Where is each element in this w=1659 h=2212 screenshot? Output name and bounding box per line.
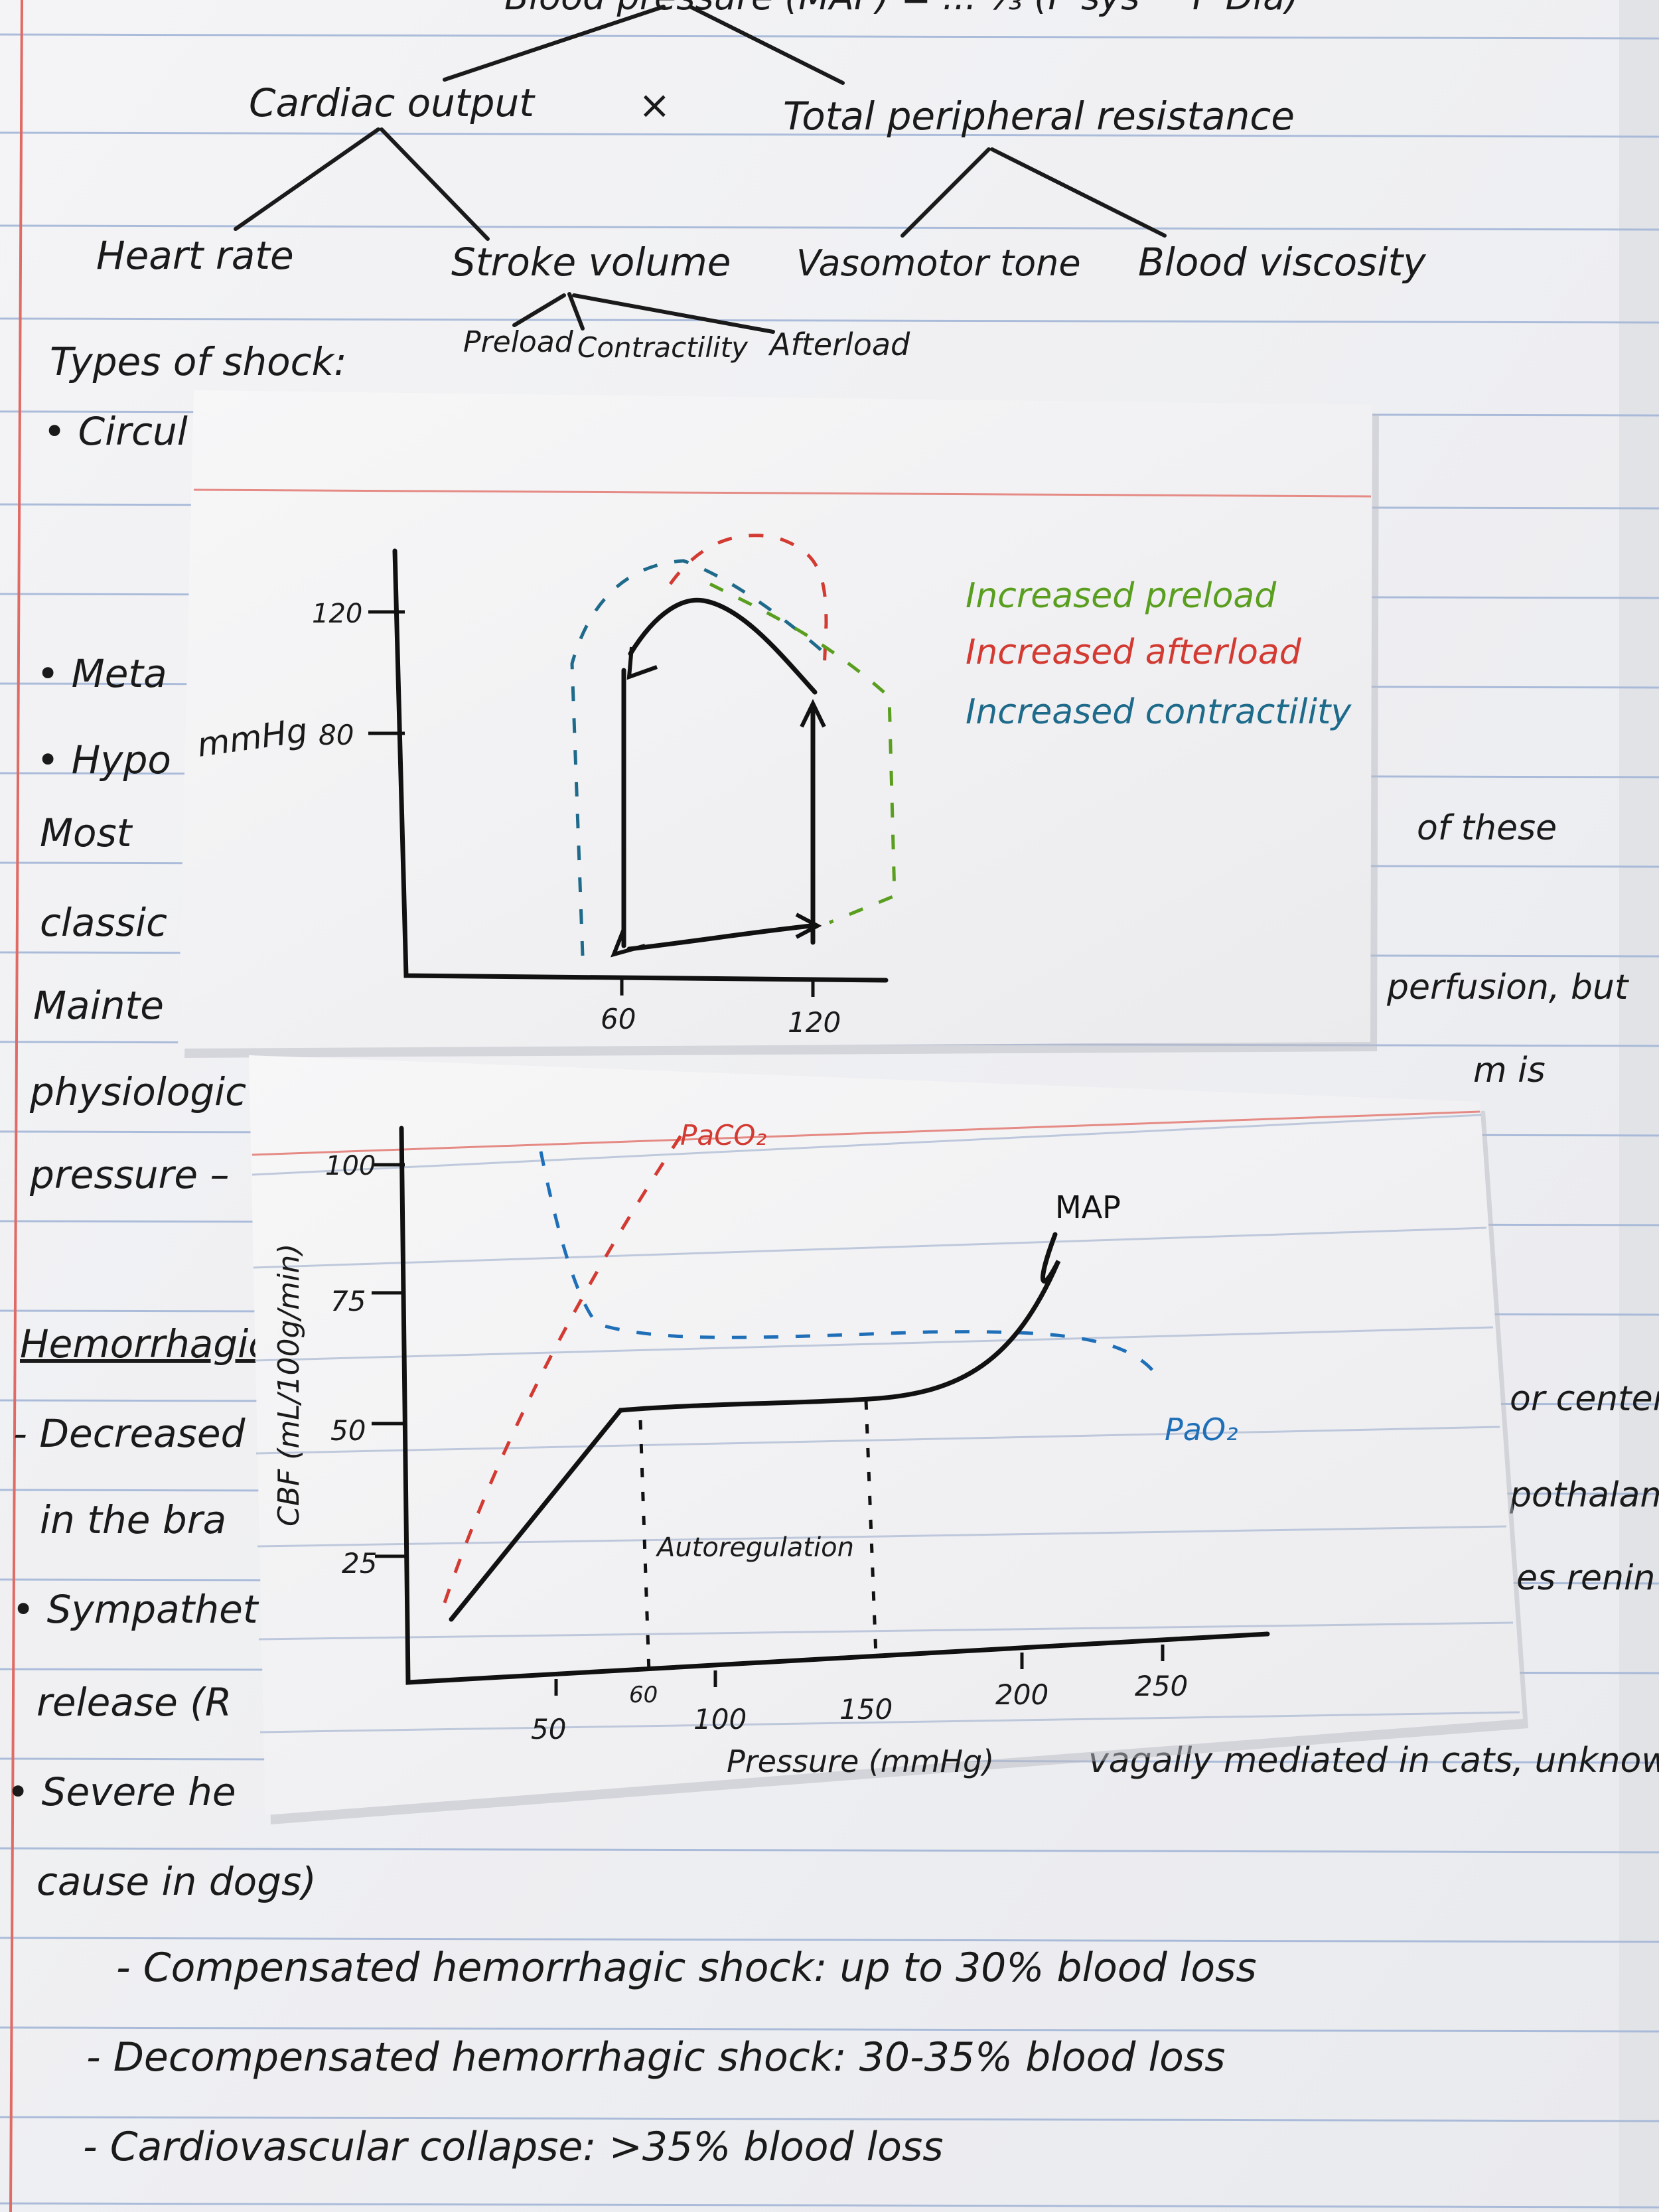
line-pressure: pressure – xyxy=(29,1152,230,1197)
pv-afterload-loop xyxy=(668,534,828,671)
frag-m-is: m is xyxy=(1473,1051,1546,1090)
tree-stroke-volume: Stroke volume xyxy=(451,240,731,285)
pv-baseline-loop xyxy=(621,597,818,952)
cbf-map-label: MAP xyxy=(1055,1189,1121,1225)
tree-vasomotor-tone: Vasomotor tone xyxy=(796,242,1081,284)
bullet-decompensated: - Decompensated hemorrhagic shock: 30-35… xyxy=(86,2034,1225,2081)
line-most: Most xyxy=(40,810,133,855)
line-circul: • Circul xyxy=(43,409,188,454)
tree-cardiac-output: Cardiac output xyxy=(249,80,536,125)
pv-preload-loop xyxy=(709,582,897,924)
bullet-compensated: - Compensated hemorrhagic shock: up to 3… xyxy=(116,1945,1257,1991)
cbf-xlabel: Pressure (mmHg) xyxy=(727,1743,994,1779)
line-meta: • Meta xyxy=(36,651,167,696)
line-cause-in-dogs: cause in dogs) xyxy=(36,1859,317,1904)
cbf-paco2-label: PaCO₂ xyxy=(680,1119,766,1151)
tree-heart-rate: Heart rate xyxy=(96,233,294,278)
pv-contractility-loop xyxy=(570,559,823,956)
line-decreased: - Decreased xyxy=(13,1411,246,1456)
pv-ytick-120: 120 xyxy=(312,599,362,629)
cbf-ylabel: CBF (mL/100g/min) xyxy=(272,1244,306,1526)
tree-afterload: Afterload xyxy=(768,327,910,362)
bp-tree xyxy=(234,5,1167,334)
cbf-map-curve xyxy=(449,1232,1061,1622)
pv-legend-afterload: Increased afterload xyxy=(966,632,1302,672)
cbf-ytick-75: 75 xyxy=(330,1285,366,1317)
cbf-xtick-50: 50 xyxy=(531,1713,566,1745)
line-release: release (R xyxy=(36,1680,232,1725)
pv-xtick-60: 60 xyxy=(601,1003,636,1035)
margin-line xyxy=(9,0,23,2212)
frag-or-center: or center xyxy=(1510,1379,1659,1419)
line-physiologic: physiologic xyxy=(29,1069,246,1114)
card-cbf: 100 75 50 25 CBF (mL/100g/min) 50 60 100… xyxy=(249,1055,1528,1824)
tree-blood-viscosity: Blood viscosity xyxy=(1138,240,1426,285)
tree-preload: Preload xyxy=(463,325,574,359)
cbf-autoregulation-label: Autoregulation xyxy=(655,1532,854,1563)
cbf-xtick-60: 60 xyxy=(629,1682,658,1708)
top-formula: Blood pressure (MAP) = ... ⅓ (P sys − P … xyxy=(504,0,1299,18)
line-severe: • Severe he xyxy=(7,1769,236,1814)
line-hemorrhagic: Hemorrhagic xyxy=(20,1321,269,1366)
card-pv-loop: 120 80 mmHg 60 120 Increased preload Inc… xyxy=(178,390,1379,1058)
cbf-pao2-label: PaO₂ xyxy=(1165,1412,1238,1447)
pv-legend-contractility: Increased contractility xyxy=(966,692,1352,732)
notebook-left-text: Types of shock: • Circul • Meta • Hypo M… xyxy=(7,339,347,1904)
blood-loss-list: - Compensated hemorrhagic shock: up to 3… xyxy=(83,1945,1257,2170)
cbf-pao2-curve xyxy=(539,1151,1160,1378)
frag-of-these: of these xyxy=(1417,808,1557,848)
tree-contractility: Contractility xyxy=(577,331,749,364)
line-types-of-shock: Types of shock: xyxy=(50,339,347,384)
bullet-collapse: - Cardiovascular collapse: >35% blood lo… xyxy=(83,2124,944,2170)
cbf-ytick-25: 25 xyxy=(342,1547,377,1580)
cbf-ytick-100: 100 xyxy=(325,1151,376,1181)
cbf-xtick-100: 100 xyxy=(693,1703,747,1735)
cbf-xtick-250: 250 xyxy=(1135,1670,1188,1702)
pv-ytick-80: 80 xyxy=(319,719,354,751)
line-mainte: Mainte xyxy=(33,983,164,1028)
cbf-xtick-200: 200 xyxy=(995,1678,1048,1711)
pv-legend-preload: Increased preload xyxy=(966,576,1277,616)
line-sympathet: • Sympathet xyxy=(12,1587,259,1632)
line-classic: classic xyxy=(40,900,167,945)
cbf-ytick-50: 50 xyxy=(330,1414,366,1447)
frag-pothalamu: pothalamu xyxy=(1509,1475,1659,1515)
pv-xtick-120: 120 xyxy=(788,1006,841,1039)
tree-times: × xyxy=(638,82,671,127)
frag-es-renin: es renin xyxy=(1516,1558,1655,1598)
cbf-xtick-150: 150 xyxy=(839,1693,893,1726)
frag-perfusion: perfusion, but xyxy=(1386,968,1629,1007)
notebook-right-text: of these perfusion, but m is or center p… xyxy=(1088,808,1659,1781)
tree-tpr: Total peripheral resistance xyxy=(783,94,1295,139)
line-hypo: • Hypo xyxy=(36,737,171,782)
line-in-the-bra: in the bra xyxy=(40,1497,226,1542)
